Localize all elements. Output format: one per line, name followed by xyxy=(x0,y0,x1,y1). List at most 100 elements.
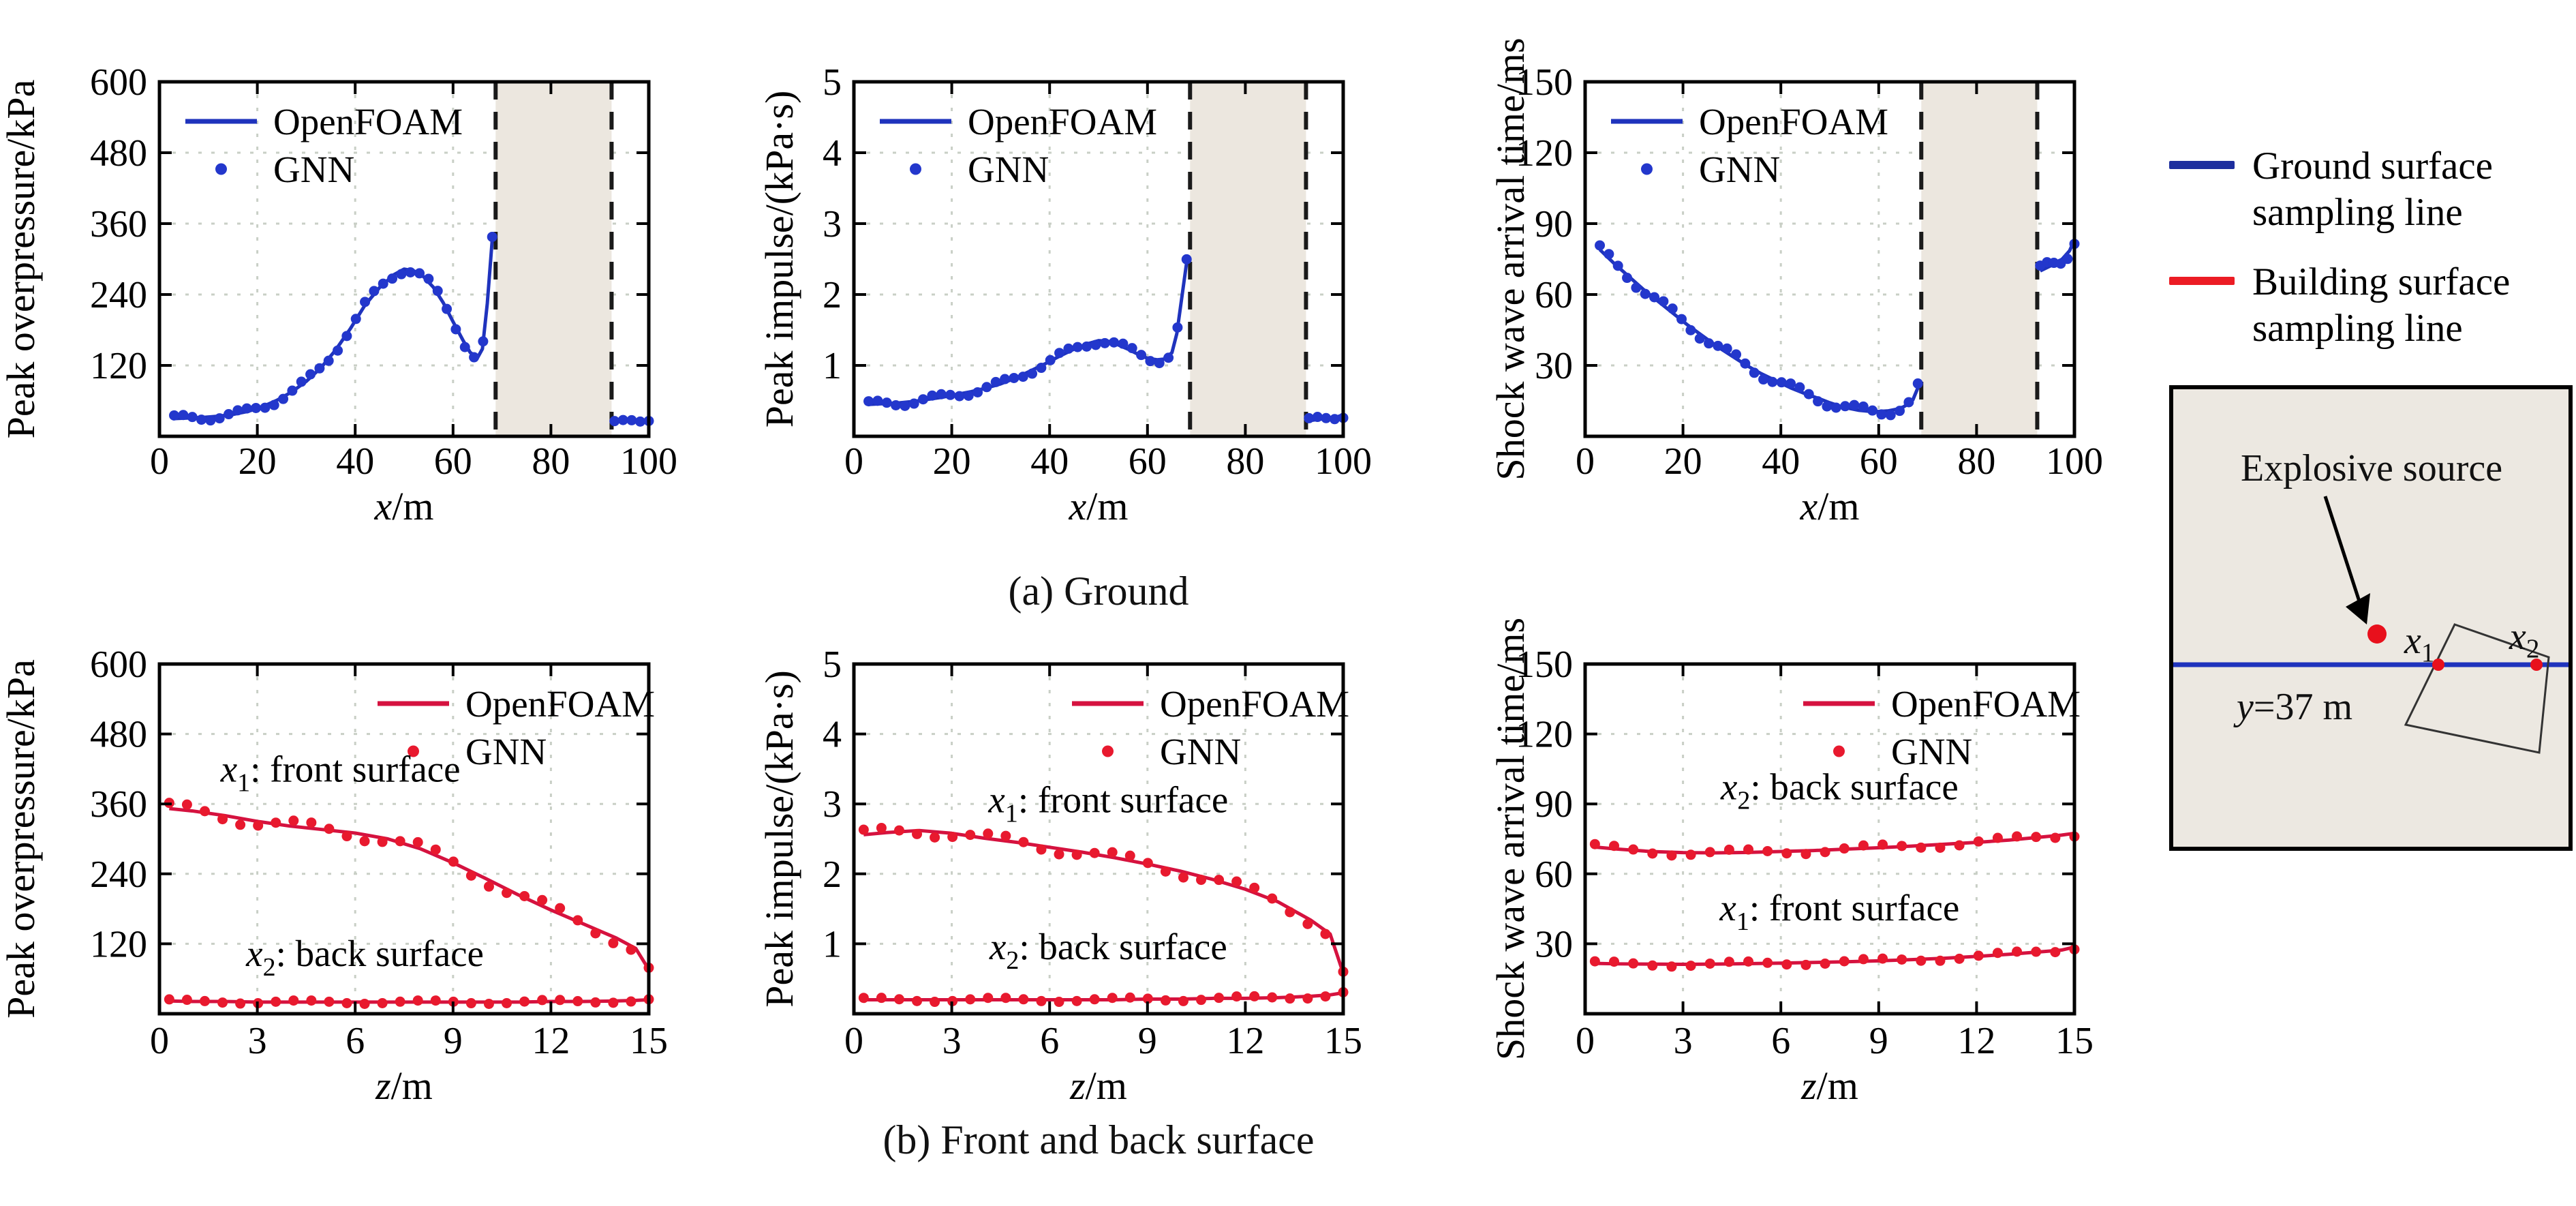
gnn-dot-back xyxy=(324,996,335,1007)
x-axis-title: z/m xyxy=(1800,1064,1858,1108)
gnn-dot-ground xyxy=(1126,343,1137,354)
y-tick-label: 3 xyxy=(823,783,842,826)
gnn-dot-back xyxy=(217,997,228,1008)
annotation-back-surface: x2: back surface xyxy=(1720,766,1959,815)
x-tick-label: 15 xyxy=(2055,1020,2094,1062)
gnn-dot-back xyxy=(1320,991,1331,1002)
x-axis-title: x/m xyxy=(1800,484,1860,528)
y-tick-label: 480 xyxy=(90,714,147,756)
gnn-dot-front xyxy=(288,815,299,826)
gnn-dot-back xyxy=(1178,995,1189,1006)
gnn-dot-ground xyxy=(1027,368,1038,379)
gnn-dot-back xyxy=(1916,842,1927,853)
gnn-dot-back xyxy=(306,995,317,1006)
gnn-dot-back xyxy=(1762,845,1773,856)
gnn-dot-ground xyxy=(196,414,207,425)
gnn-dot-ground xyxy=(1154,358,1165,369)
gnn-dot-ground xyxy=(1172,322,1183,333)
x-tick-label: 0 xyxy=(844,1020,863,1062)
gnn-dot-ground xyxy=(1017,372,1028,382)
x-tick-label: 40 xyxy=(1762,440,1800,483)
gnn-dot-ground xyxy=(963,390,974,401)
x-tick-label: 12 xyxy=(1957,1020,1995,1062)
gnn-dot-front xyxy=(1685,961,1696,971)
gnn-dot-back xyxy=(395,996,405,1007)
legend-dot-swatch xyxy=(1641,163,1653,175)
y-axis-title: Peak impulse/(kPa·s) xyxy=(757,91,801,428)
gnn-dot-ground xyxy=(1713,340,1723,351)
gnn-dot-front xyxy=(1054,849,1064,860)
gnn-dot-ground xyxy=(1685,325,1696,335)
gnn-dot-back xyxy=(1723,844,1734,855)
ground-line-label: Ground surface sampling line xyxy=(2252,145,2493,234)
openfoam-line-ground xyxy=(174,240,494,421)
gnn-dot-front xyxy=(1647,960,1658,971)
gnn-dot-back xyxy=(1107,993,1118,1004)
gnn-dot-ground xyxy=(414,268,425,279)
gnn-dot-back xyxy=(1142,993,1153,1004)
gnn-dot-ground xyxy=(1082,341,1092,352)
y-axis-title: Peak impulse/(kPa·s) xyxy=(757,670,801,1008)
legend-label-gnn: GNN xyxy=(465,731,547,772)
gnn-dot-ground xyxy=(169,410,180,421)
gnn-dot-back xyxy=(288,995,299,1006)
plot-ground-overpressure: 0 20 40 60 80 100 120 240 360 480 600 x/m Peak overp… xyxy=(0,61,677,528)
gnn-dot-front xyxy=(1107,847,1118,858)
gnn-dot-front xyxy=(2031,946,2042,957)
legend-dot-swatch xyxy=(408,745,419,757)
gnn-dot-back xyxy=(1231,991,1242,1002)
y-tick-label: 60 xyxy=(1535,854,1573,896)
gnn-dot-ground xyxy=(1072,342,1083,352)
gnn-dot-back xyxy=(465,998,476,1009)
x-tick-label: 0 xyxy=(844,440,863,483)
x2-point-label: x2 xyxy=(2509,616,2540,664)
gnn-dot-ground xyxy=(1145,356,1156,367)
gnn-dot-ground xyxy=(918,394,929,405)
gnn-dot-front xyxy=(858,824,869,835)
gnn-dot-back xyxy=(965,994,976,1005)
gnn-dot-ground xyxy=(1694,333,1705,344)
gnn-dot-back xyxy=(341,998,352,1009)
gnn-dot-front xyxy=(1214,875,1225,886)
gnn-dot-front xyxy=(1231,876,1242,887)
gnn-dot-ground xyxy=(369,286,380,297)
gnn-dot-back xyxy=(1160,995,1171,1006)
gnn-dot-ground xyxy=(1903,397,1914,408)
gnn-dot-back xyxy=(1302,993,1313,1004)
gnn-dot-front xyxy=(448,856,459,867)
gnn-dot-ground xyxy=(1876,409,1887,420)
gnn-dot-front xyxy=(1249,882,1260,893)
gnn-dot-ground xyxy=(1009,372,1019,383)
gnn-dot-front xyxy=(1858,954,1869,965)
y-tick-label: 90 xyxy=(1535,203,1573,245)
gnn-dot-ground xyxy=(450,324,461,335)
gnn-dot-ground xyxy=(1036,363,1047,374)
gnn-dot-back xyxy=(519,996,530,1007)
y-tick-label: 360 xyxy=(90,783,147,826)
gnn-dot-back xyxy=(537,995,548,1006)
gnn-dot-back xyxy=(1704,847,1715,858)
gnn-dot-front xyxy=(1609,956,1620,967)
building-shaded-region xyxy=(495,82,612,436)
gnn-dot-ground xyxy=(990,376,1001,387)
gnn-dot-front xyxy=(377,836,388,847)
gnn-dot-front xyxy=(572,915,583,926)
gnn-dot-front xyxy=(199,806,210,817)
building-outline xyxy=(2404,623,2550,754)
x-tick-label: 15 xyxy=(1324,1020,1362,1062)
explosive-arrow xyxy=(2323,496,2361,602)
gnn-dot-ground xyxy=(1785,378,1796,389)
y-tick-label: 2 xyxy=(823,274,842,316)
gnn-dot-back xyxy=(1124,992,1135,1003)
building-line-label: Building surface sampling line xyxy=(2252,260,2511,350)
gnn-dot-ground xyxy=(1054,348,1065,359)
gnn-dot-ground xyxy=(187,412,198,423)
annotation-front-surface: x1: front surface xyxy=(1719,887,1959,936)
plot-ground-arrival: 0 20 40 60 80 100 30 60 90 120 150 x/m Shock wave ar… xyxy=(1488,37,2103,528)
gnn-dot-front xyxy=(1723,956,1734,967)
gnn-dot-ground xyxy=(634,416,645,427)
plot-frame xyxy=(1583,662,2076,1016)
gnn-dot-ground xyxy=(1830,402,1841,413)
gnn-dot-ground xyxy=(954,391,965,402)
